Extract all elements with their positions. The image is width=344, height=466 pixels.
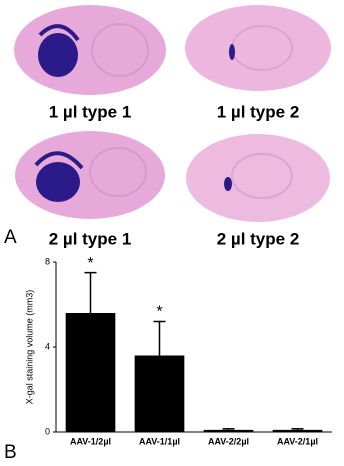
- y-axis-label: X-gal staining volume (mm3): [24, 290, 34, 405]
- caption: 1 µl type 1: [49, 102, 132, 121]
- significance-star: *: [156, 304, 162, 321]
- bar: [272, 429, 323, 432]
- bar: [203, 429, 254, 432]
- x-tick-label: AAV-1/1µl: [139, 436, 180, 446]
- y-tick-label: 4: [45, 341, 50, 351]
- caption: 2 µl type 2: [217, 229, 300, 248]
- caption: 1 µl type 2: [217, 102, 300, 121]
- bar: [65, 313, 116, 432]
- error-bar: [222, 428, 235, 430]
- x-tick-label: AAV-2/1µl: [277, 436, 318, 446]
- y-tick-label: 8: [45, 256, 50, 266]
- significance-star: *: [87, 255, 93, 272]
- error-bar: [291, 428, 304, 430]
- error-bar: [84, 271, 97, 313]
- panel-label: A: [4, 227, 17, 248]
- panel-label: B: [4, 442, 17, 463]
- bar: [134, 355, 185, 432]
- error-bar: [153, 320, 166, 356]
- caption: 2 µl type 1: [49, 229, 132, 248]
- y-tick-label: 0: [45, 426, 50, 436]
- brain-slices: [14, 5, 331, 222]
- x-tick-label: AAV-2/2µl: [208, 436, 249, 446]
- x-tick-label: AAV-1/2µl: [70, 436, 111, 446]
